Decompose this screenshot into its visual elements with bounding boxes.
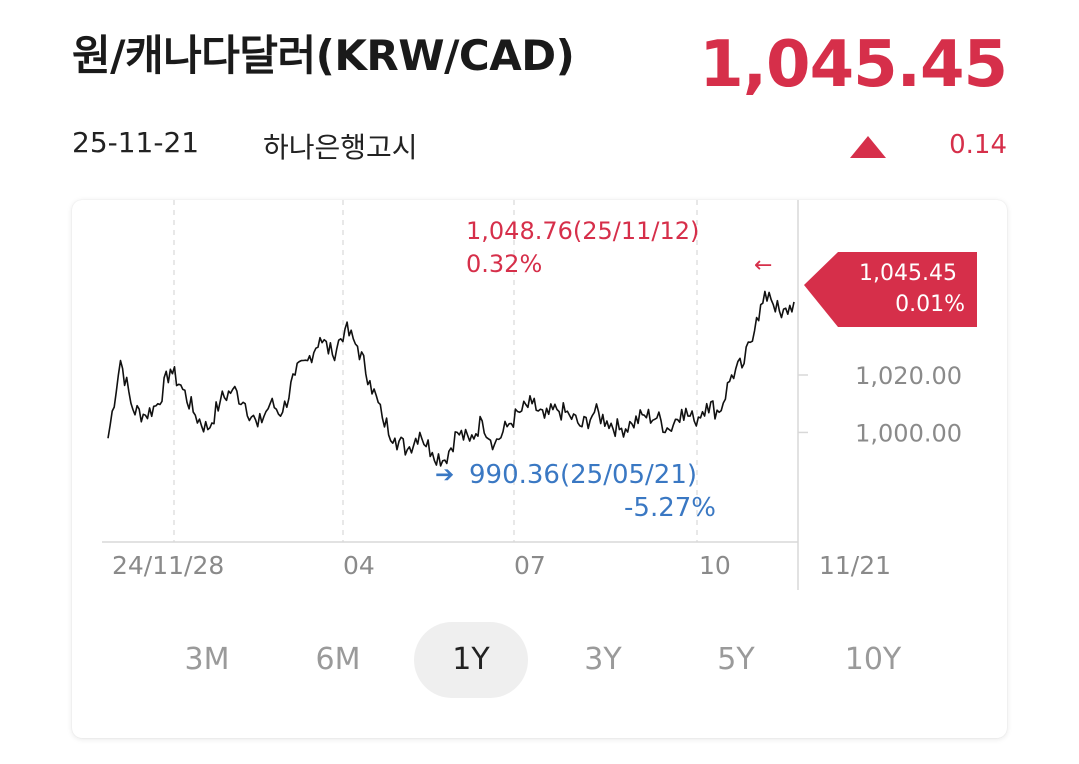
range-selector: 3M 6M 1Y 3Y 5Y 10Y	[72, 622, 1007, 700]
max-label: 1,048.76(25/11/12)	[466, 217, 699, 245]
current-value-tag-price: 1,045.45	[859, 261, 957, 286]
quote-date: 25-11-21	[72, 126, 200, 159]
y-tick-label-0: 1,000.00	[855, 419, 962, 447]
x-tick-label-4: 11/21	[819, 551, 891, 580]
x-tick-label-3: 10	[699, 551, 731, 580]
x-tick-label-1: 04	[343, 551, 375, 580]
max-change-pct: 0.32%	[466, 250, 542, 278]
current-price: 1,045.45	[699, 28, 1008, 102]
current-value-tag-pct: 0.01%	[895, 292, 965, 317]
range-button-6m[interactable]: 6M	[315, 642, 361, 677]
range-button-10y[interactable]: 10Y	[844, 642, 902, 677]
right-arrow-icon: ➔	[435, 462, 454, 488]
range-button-5y[interactable]: 5Y	[717, 642, 755, 677]
current-value-tag	[804, 252, 977, 327]
chart-card: 1,048.76(25/11/12) 0.32% ← ➔ 990.36(25/0…	[72, 200, 1007, 738]
x-tick-label-2: 07	[514, 551, 546, 580]
price-chart[interactable]: 1,048.76(25/11/12) 0.32% ← ➔ 990.36(25/0…	[72, 200, 1007, 600]
range-button-1y[interactable]: 1Y	[414, 622, 528, 698]
left-arrow-icon: ←	[754, 253, 772, 278]
min-label: 990.36(25/05/21)	[469, 460, 697, 490]
y-tick-labels: 1,000.00 1,020.00	[798, 362, 962, 447]
price-change: 0.14	[949, 130, 1007, 160]
up-triangle-icon	[850, 136, 886, 158]
y-tick-label-1: 1,020.00	[855, 362, 962, 390]
page-title: 원/캐나다달러(KRW/CAD)	[72, 31, 575, 80]
grid-lines	[173, 200, 698, 542]
x-tick-label-0: 24/11/28	[112, 551, 224, 580]
price-line	[107, 290, 795, 467]
range-button-3y[interactable]: 3Y	[584, 642, 622, 677]
min-change-pct: -5.27%	[624, 493, 716, 523]
x-tick-labels: 24/11/28 04 07 10 11/21	[112, 551, 891, 580]
quote-source: 하나은행고시	[263, 131, 418, 164]
range-button-3m[interactable]: 3M	[184, 642, 230, 677]
